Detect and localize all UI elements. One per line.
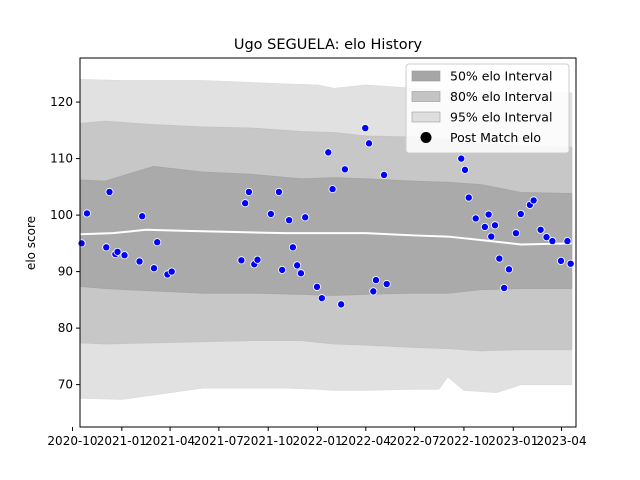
post-match-elo-point xyxy=(542,233,551,242)
y-tick-label: 70 xyxy=(58,378,73,392)
y-tick-label: 80 xyxy=(58,321,73,335)
x-tick-label: 2021-01 xyxy=(97,434,147,448)
post-match-elo-point xyxy=(317,294,326,303)
post-match-elo-point xyxy=(511,229,520,238)
post-match-elo-point xyxy=(138,212,147,221)
post-match-elo-point xyxy=(153,238,162,247)
post-match-elo-point xyxy=(457,154,466,163)
post-match-elo-point xyxy=(566,259,575,268)
post-match-elo-point xyxy=(285,216,294,225)
post-match-elo-point xyxy=(548,237,557,246)
post-match-elo-point xyxy=(82,209,91,218)
post-match-elo-point xyxy=(563,237,572,246)
post-match-elo-point xyxy=(301,213,310,222)
post-match-elo-point xyxy=(313,282,322,291)
post-match-elo-point xyxy=(500,283,509,292)
post-match-elo-point xyxy=(244,187,253,196)
band-50-elo-interval xyxy=(79,165,573,296)
post-match-elo-point xyxy=(471,214,480,223)
post-match-elo-point xyxy=(328,185,337,194)
post-match-elo-point xyxy=(536,225,545,234)
y-tick-label: 120 xyxy=(50,95,73,109)
post-match-elo-point xyxy=(241,199,250,208)
post-match-elo-point xyxy=(288,243,297,252)
chart-title: Ugo SEGUELA: elo History xyxy=(234,37,423,53)
post-match-elo-point xyxy=(324,148,333,157)
post-match-elo-point xyxy=(266,209,275,218)
mean-elo-line xyxy=(79,228,572,246)
post-match-elo-point xyxy=(369,287,378,296)
x-tick-label: 2022-04 xyxy=(341,434,391,448)
post-match-elo-point xyxy=(274,187,283,196)
x-tick-label: 2022-10 xyxy=(439,434,489,448)
x-tick-label: 2023-01 xyxy=(488,434,538,448)
legend-label: Post Match elo xyxy=(450,130,541,145)
legend-label: 95% elo Interval xyxy=(450,110,552,125)
post-match-elo-point xyxy=(296,269,305,278)
post-match-elo-point xyxy=(102,243,111,252)
x-tick-label: 2021-07 xyxy=(194,434,244,448)
post-match-elo-point xyxy=(464,193,473,202)
axes-frame xyxy=(79,57,577,428)
post-match-elo-point xyxy=(371,276,380,285)
post-match-elo-point xyxy=(461,165,470,174)
post-match-elo-point xyxy=(135,257,144,266)
legend: 50% elo Interval 80% elo Interval 95% elo … xyxy=(405,63,570,154)
post-match-elo-point xyxy=(504,265,513,274)
post-match-elo-point xyxy=(487,232,496,241)
post-match-elo-point xyxy=(382,280,391,289)
legend-box xyxy=(405,63,570,154)
post-match-elo-point xyxy=(278,265,287,274)
x-tick-label: 2021-04 xyxy=(145,434,195,448)
y-tick-label: 90 xyxy=(58,265,73,279)
post-match-elo-point xyxy=(105,187,114,196)
legend-swatch xyxy=(411,111,441,123)
legend-marker xyxy=(420,132,432,143)
post-match-elo-point xyxy=(337,300,346,309)
post-match-elo-point xyxy=(340,165,349,174)
post-match-elo-point xyxy=(556,256,565,265)
legend-swatch xyxy=(411,91,441,102)
post-match-elo-point xyxy=(77,239,86,248)
post-match-elo-point xyxy=(484,210,493,219)
post-match-elo-point xyxy=(380,170,389,179)
post-match-elo-point xyxy=(495,254,504,263)
y-tick-label: 100 xyxy=(50,208,73,222)
post-match-elo-point xyxy=(167,267,176,276)
post-match-elo-point xyxy=(480,222,489,231)
post-match-elo-point xyxy=(491,221,500,230)
post-match-elo-point xyxy=(361,124,370,133)
x-tick-label: 2020-10 xyxy=(47,434,97,448)
legend-label: 80% elo Interval xyxy=(450,89,552,104)
x-tick-label: 2021-10 xyxy=(243,434,293,448)
x-tick-label: 2022-07 xyxy=(390,434,440,448)
legend-label: 50% elo Interval xyxy=(450,69,552,84)
post-match-elo-point xyxy=(529,196,538,205)
post-match-elo-point xyxy=(113,247,122,256)
y-tick-label: 110 xyxy=(50,152,73,166)
post-match-elo-point xyxy=(516,209,525,218)
post-match-elo-point xyxy=(293,261,302,270)
legend-swatch xyxy=(411,70,441,82)
post-match-elo-point xyxy=(365,139,374,148)
x-tick-label: 2023-04 xyxy=(536,434,586,448)
post-match-elo-point xyxy=(237,256,246,265)
plot-area xyxy=(77,78,575,400)
post-match-elo-point xyxy=(253,255,262,264)
post-match-elo-point xyxy=(120,251,129,260)
post-match-elo-point xyxy=(149,264,158,273)
x-tick-label: 2022-01 xyxy=(292,434,342,448)
y-axis-label: elo score xyxy=(24,216,38,270)
